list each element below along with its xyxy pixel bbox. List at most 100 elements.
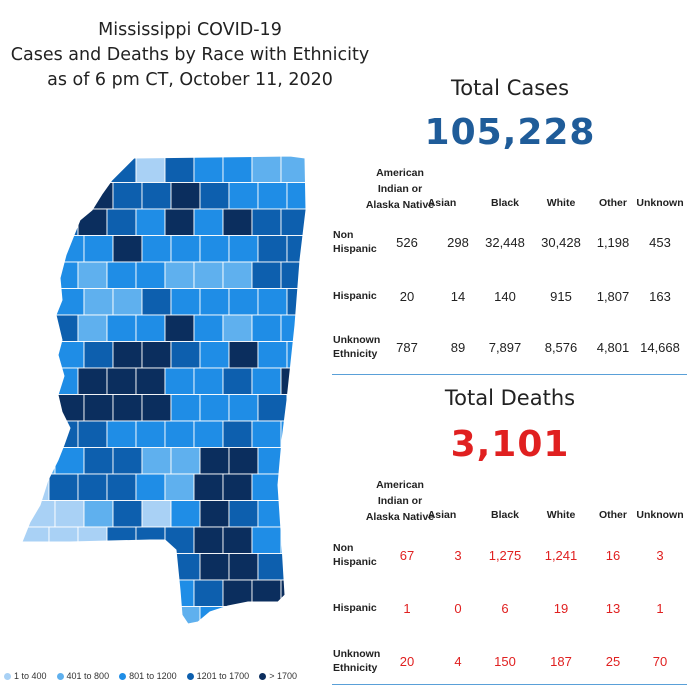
county — [54, 288, 85, 316]
county — [199, 500, 230, 528]
county — [228, 553, 259, 581]
deaths-header-asian: Asian — [427, 509, 457, 521]
county — [286, 500, 306, 528]
county — [170, 394, 201, 422]
county — [54, 606, 85, 624]
county — [135, 367, 166, 395]
county — [106, 420, 137, 448]
county — [251, 156, 282, 183]
deaths-header-ai_line2: Indian or — [377, 495, 423, 507]
total-deaths-label: Total Deaths — [444, 386, 576, 410]
cases-cell: 140 — [494, 289, 516, 304]
county — [135, 579, 166, 607]
county — [199, 553, 230, 581]
deaths-header-black: Black — [490, 509, 520, 521]
cases-cell: 453 — [649, 235, 671, 250]
deaths-row-label-line: Hispanic — [333, 602, 377, 614]
county — [193, 526, 224, 554]
county — [164, 420, 195, 448]
county — [106, 314, 137, 342]
county — [222, 367, 253, 395]
county — [199, 235, 230, 263]
county — [22, 261, 50, 289]
county — [228, 235, 259, 263]
cases-cell: 32,448 — [485, 235, 525, 250]
deaths-cell: 4 — [454, 654, 462, 669]
cases-header-asian: Asian — [427, 197, 457, 209]
cases-cell: 1,807 — [596, 289, 630, 304]
county — [193, 579, 224, 607]
legend-swatch-4 — [186, 672, 194, 680]
county — [141, 182, 172, 210]
deaths-cell: 150 — [494, 654, 516, 669]
county — [48, 208, 79, 236]
county — [83, 235, 114, 263]
deaths-cell: 6 — [501, 601, 509, 616]
county — [286, 447, 306, 475]
county — [286, 553, 306, 581]
title-line-1: Mississippi COVID-19 — [98, 20, 282, 40]
county — [83, 341, 114, 369]
county — [280, 473, 306, 501]
cases-header-other: Other — [598, 197, 627, 209]
county — [170, 235, 201, 263]
title-line-3: as of 6 pm CT, October 11, 2020 — [47, 70, 333, 90]
county — [54, 447, 85, 475]
county — [54, 500, 85, 528]
county — [228, 341, 259, 369]
county — [112, 288, 143, 316]
county — [257, 447, 288, 475]
county — [251, 208, 282, 236]
county — [199, 182, 230, 210]
county — [83, 447, 114, 475]
county — [106, 473, 137, 501]
deaths-row-label-2: Hispanic — [333, 601, 377, 615]
deaths-header-ai_line3: Alaska Native — [365, 511, 435, 523]
county — [222, 261, 253, 289]
county — [77, 367, 108, 395]
county — [22, 579, 50, 607]
county — [251, 314, 282, 342]
county — [77, 473, 108, 501]
county — [286, 182, 306, 210]
county — [141, 235, 172, 263]
county — [135, 156, 166, 183]
deaths-cell: 1 — [656, 601, 664, 616]
county — [257, 500, 288, 528]
county — [83, 394, 114, 422]
county — [22, 420, 50, 448]
deaths-cell: 1,241 — [544, 548, 578, 563]
deaths-cell: 67 — [399, 548, 415, 563]
county — [83, 500, 114, 528]
county-grid — [22, 156, 306, 624]
county — [170, 341, 201, 369]
total-deaths-value: 3,101 — [450, 424, 570, 465]
title-line-2: Cases and Deaths by Race with Ethnicity — [10, 45, 370, 65]
county — [141, 394, 172, 422]
cases-cell: 915 — [550, 289, 572, 304]
cases-cell: 7,897 — [488, 340, 522, 355]
county — [193, 261, 224, 289]
county — [106, 579, 137, 607]
county — [112, 553, 143, 581]
county — [25, 606, 56, 624]
county — [83, 288, 114, 316]
county — [251, 261, 282, 289]
cases-row-label-line: Ethnicity — [333, 348, 378, 360]
cases-header-ai_line1: American — [376, 167, 424, 179]
county — [286, 288, 306, 316]
deaths-cell: 13 — [605, 601, 621, 616]
county — [22, 526, 50, 554]
county — [280, 526, 306, 554]
deaths-row-label-line: Hispanic — [333, 556, 377, 568]
county — [257, 182, 288, 210]
county — [112, 394, 143, 422]
county — [286, 606, 306, 624]
county — [141, 341, 172, 369]
cases-row-label-line: Hispanic — [333, 243, 377, 255]
cases-header-american-indian: American Indian or Alaska Native — [355, 165, 445, 213]
county — [257, 606, 288, 624]
county — [135, 314, 166, 342]
deaths-header-ai_line1: American — [376, 479, 424, 491]
deaths-cell: 187 — [550, 654, 572, 669]
